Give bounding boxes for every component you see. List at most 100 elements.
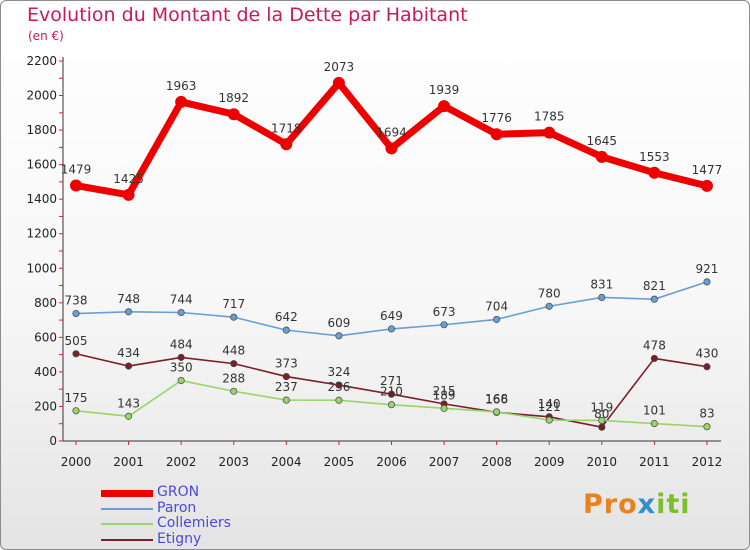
data-label: 324 bbox=[327, 365, 350, 379]
x-tick-label: 2002 bbox=[166, 455, 197, 469]
data-label: 175 bbox=[65, 391, 88, 405]
data-point bbox=[70, 179, 82, 192]
legend-swatch bbox=[101, 523, 153, 525]
data-label: 673 bbox=[433, 305, 456, 319]
data-label: 1553 bbox=[639, 150, 670, 164]
proxiti-logo: Proxiti bbox=[583, 489, 691, 520]
data-label: 168 bbox=[485, 392, 508, 406]
data-label: 1718 bbox=[271, 121, 302, 135]
data-label: 704 bbox=[485, 299, 508, 313]
data-point bbox=[177, 308, 185, 317]
legend-swatch bbox=[101, 507, 153, 510]
data-label: 1477 bbox=[692, 163, 723, 177]
data-label: 448 bbox=[222, 344, 245, 358]
data-label: 271 bbox=[380, 374, 403, 388]
x-tick-label: 2010 bbox=[587, 455, 618, 469]
series-collemiers bbox=[72, 376, 711, 431]
data-point bbox=[227, 108, 240, 121]
data-label: 484 bbox=[170, 337, 193, 351]
x-tick-label: 2004 bbox=[271, 455, 302, 469]
data-label: 1694 bbox=[376, 125, 407, 139]
data-point bbox=[650, 420, 658, 428]
data-label: 505 bbox=[65, 334, 88, 348]
legend-swatch bbox=[101, 489, 153, 497]
data-label: 1645 bbox=[587, 134, 618, 148]
logo-part-2: x bbox=[637, 489, 657, 520]
y-tick-label: 1800 bbox=[26, 123, 57, 137]
data-point bbox=[335, 381, 343, 389]
data-label: 1892 bbox=[218, 91, 249, 105]
data-point bbox=[440, 404, 448, 412]
data-label: 166 bbox=[485, 392, 508, 406]
y-tick-label: 2200 bbox=[26, 54, 57, 68]
series-paron bbox=[72, 278, 711, 340]
data-label: 1425 bbox=[113, 172, 144, 186]
x-tick-label: 2003 bbox=[218, 455, 249, 469]
x-tick-label: 2000 bbox=[61, 455, 92, 469]
data-point bbox=[700, 179, 713, 192]
data-label: 744 bbox=[170, 292, 193, 306]
data-point bbox=[125, 362, 133, 370]
x-tick-label: 2011 bbox=[639, 455, 670, 469]
x-tick-label: 2009 bbox=[534, 455, 565, 469]
data-point bbox=[177, 376, 185, 385]
data-point bbox=[598, 423, 606, 431]
x-tick-label: 2012 bbox=[692, 455, 723, 469]
data-point bbox=[440, 321, 448, 329]
legend-label: Paron bbox=[157, 499, 197, 516]
data-point bbox=[72, 407, 80, 415]
data-label: 1939 bbox=[429, 83, 460, 97]
x-tick-label: 2005 bbox=[324, 455, 355, 469]
data-label: 215 bbox=[433, 384, 456, 398]
data-label: 2073 bbox=[324, 60, 355, 74]
axes: 0 200 400 600 800 1000 1200 1400 1600 1800 2000 220… bbox=[26, 54, 722, 469]
data-label: 780 bbox=[538, 286, 561, 300]
data-point bbox=[493, 408, 501, 416]
legend-label: Etigny bbox=[157, 530, 202, 547]
data-point bbox=[387, 325, 396, 333]
data-label: 350 bbox=[170, 361, 193, 375]
x-tick-label: 2006 bbox=[376, 455, 407, 469]
data-point bbox=[72, 350, 80, 358]
data-point bbox=[648, 166, 661, 179]
data-label: 1963 bbox=[166, 79, 197, 93]
data-label: 288 bbox=[222, 371, 245, 385]
legend-label: Collemiers bbox=[157, 515, 231, 531]
data-label: 189 bbox=[433, 388, 456, 402]
data-point bbox=[335, 396, 343, 404]
y-tick-label: 1400 bbox=[26, 192, 57, 206]
y-tick-label: 200 bbox=[34, 399, 57, 413]
data-label: 649 bbox=[380, 309, 403, 323]
data-label: 1785 bbox=[534, 110, 565, 124]
data-point bbox=[230, 387, 238, 395]
data-point bbox=[280, 138, 293, 151]
data-label: 143 bbox=[117, 396, 140, 410]
data-point bbox=[387, 390, 396, 398]
data-label: 717 bbox=[222, 297, 245, 311]
data-point bbox=[72, 309, 80, 318]
data-point bbox=[595, 150, 608, 163]
data-label: 609 bbox=[327, 316, 350, 330]
legend-label: GRON bbox=[157, 484, 200, 500]
logo-part-3: iti bbox=[656, 489, 691, 520]
data-point bbox=[703, 278, 711, 286]
data-point bbox=[230, 360, 238, 368]
data-point bbox=[703, 363, 711, 371]
data-label: 121 bbox=[538, 400, 561, 414]
chart-title: Evolution du Montant de la Dette par Hab… bbox=[27, 4, 468, 26]
data-point bbox=[598, 293, 606, 302]
data-point bbox=[650, 295, 658, 303]
data-point bbox=[387, 401, 396, 409]
data-point bbox=[332, 76, 345, 89]
data-label: 236 bbox=[327, 380, 350, 394]
logo-part-1: Pro bbox=[583, 489, 638, 520]
data-label: 748 bbox=[117, 292, 140, 306]
data-point bbox=[175, 95, 188, 108]
data-label: 921 bbox=[696, 262, 719, 276]
data-label: 478 bbox=[643, 338, 666, 352]
data-label: 434 bbox=[117, 346, 140, 360]
data-point bbox=[125, 412, 133, 420]
data-label: 430 bbox=[696, 347, 719, 361]
